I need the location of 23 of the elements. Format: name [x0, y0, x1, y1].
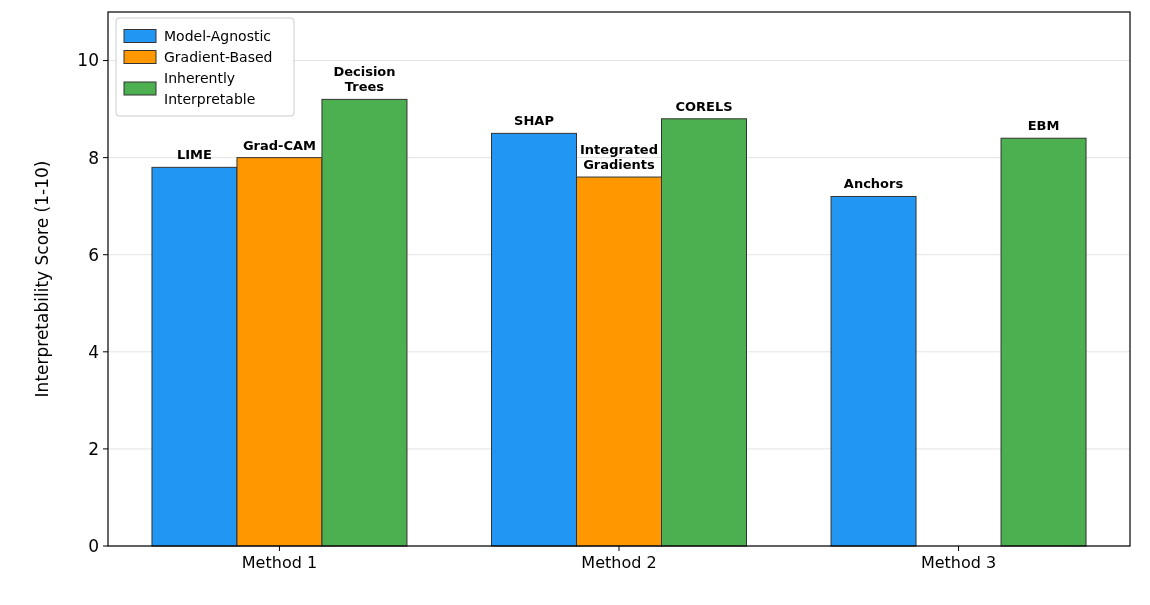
y-tick-label: 6 [88, 244, 99, 265]
x-tick-label: Method 3 [920, 553, 997, 572]
data-label: Integrated Gradients [580, 142, 658, 173]
y-tick-label: 0 [88, 535, 99, 556]
y-tick-label: 8 [88, 147, 99, 168]
data-label: SHAP [514, 113, 554, 129]
legend-label: Gradient-Based [164, 49, 273, 65]
x-tick-label: Method 2 [581, 553, 657, 572]
legend-label: Inherently Interpretable [164, 70, 256, 107]
data-label: EBM [1027, 118, 1060, 134]
data-label: Grad-CAM [242, 137, 317, 153]
y-axis-title: Interpretability Score (1-10) [32, 160, 52, 398]
y-tick-label: 10 [77, 50, 99, 71]
data-label: LIME [177, 147, 212, 163]
bar [1000, 137, 1087, 547]
y-tick-label: 4 [88, 341, 99, 362]
data-label: CORELS [675, 98, 733, 114]
y-tick-label: 2 [88, 438, 99, 459]
legend-label: Model-Agnostic [164, 28, 272, 44]
bar [830, 195, 917, 547]
data-label: Decision Trees [333, 64, 396, 95]
x-tick-label: Method 1 [241, 553, 318, 572]
data-label: Anchors [843, 176, 904, 192]
